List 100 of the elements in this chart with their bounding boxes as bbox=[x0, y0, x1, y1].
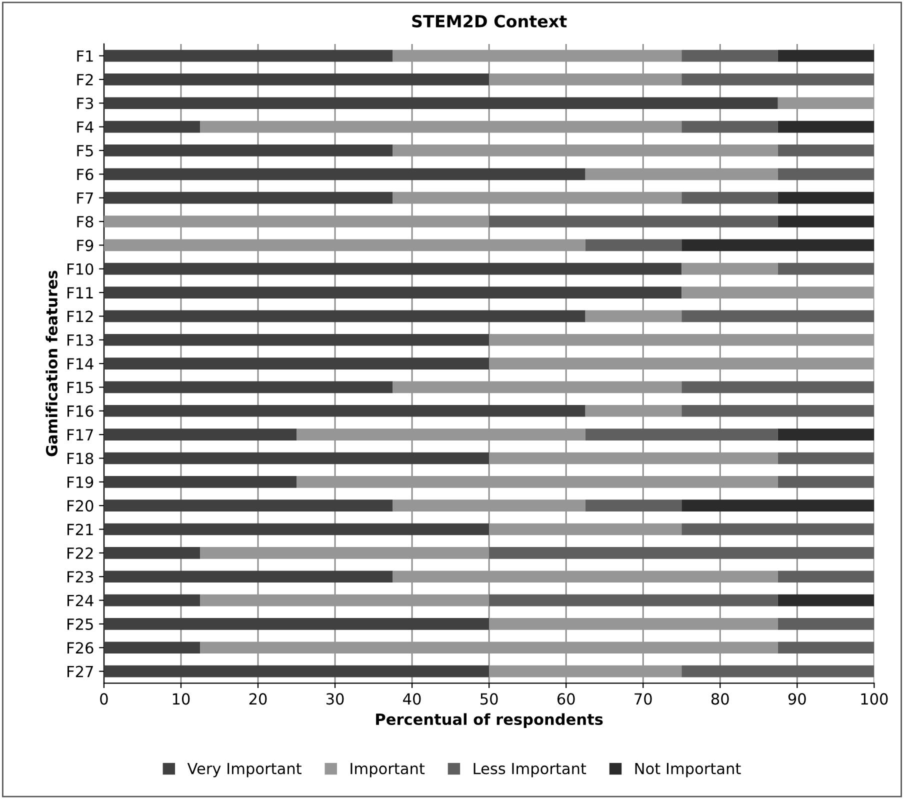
bar bbox=[392, 50, 682, 62]
x-axis-title: Percentual of respondents bbox=[376, 713, 603, 728]
bar bbox=[104, 168, 586, 180]
bar bbox=[489, 452, 778, 464]
bar bbox=[392, 192, 682, 204]
bar bbox=[682, 262, 778, 275]
bar bbox=[585, 404, 682, 417]
x-tick-label: 100 bbox=[861, 693, 888, 705]
bar bbox=[200, 547, 490, 559]
x-tick-label: 90 bbox=[788, 693, 806, 705]
bar bbox=[104, 120, 200, 133]
bar bbox=[200, 642, 778, 654]
y-tick-label: F18 bbox=[68, 452, 94, 464]
bar bbox=[200, 594, 490, 606]
y-tick-label: F8 bbox=[77, 216, 94, 228]
bar bbox=[104, 358, 490, 370]
bar bbox=[778, 594, 874, 606]
y-axis-title: Gamification features bbox=[46, 270, 58, 456]
bar bbox=[778, 618, 874, 630]
bar bbox=[585, 500, 682, 512]
bar bbox=[104, 476, 297, 488]
bar bbox=[778, 120, 874, 133]
bar bbox=[392, 570, 778, 583]
bar bbox=[778, 50, 874, 62]
bar bbox=[104, 452, 490, 464]
bar bbox=[104, 50, 393, 62]
bar bbox=[489, 547, 874, 559]
bar bbox=[778, 476, 874, 488]
bar bbox=[104, 286, 682, 298]
bar bbox=[104, 618, 490, 630]
bar bbox=[778, 570, 874, 583]
bar bbox=[489, 334, 874, 346]
y-tick-label: F11 bbox=[68, 287, 93, 298]
bar bbox=[104, 97, 778, 110]
bar bbox=[200, 120, 682, 133]
y-tick-label: F13 bbox=[68, 334, 94, 346]
bar bbox=[104, 262, 682, 275]
y-tick-label: F27 bbox=[68, 666, 93, 678]
bar bbox=[296, 428, 586, 440]
bar bbox=[682, 665, 874, 678]
y-tick-label: F14 bbox=[68, 358, 94, 370]
bar bbox=[104, 428, 297, 440]
bar bbox=[104, 665, 490, 678]
y-tick-label: F25 bbox=[68, 618, 93, 630]
y-tick-label: F2 bbox=[77, 74, 93, 86]
y-tick-label: F23 bbox=[68, 571, 94, 583]
bar bbox=[682, 50, 778, 62]
bar bbox=[778, 428, 874, 440]
bar bbox=[104, 570, 393, 583]
bar bbox=[489, 665, 682, 678]
bar bbox=[392, 381, 682, 394]
bar bbox=[104, 523, 490, 536]
bar bbox=[104, 334, 490, 346]
x-tick-label: 60 bbox=[557, 693, 575, 705]
bar bbox=[682, 500, 874, 512]
y-tick-label: F19 bbox=[68, 476, 94, 488]
bar bbox=[778, 642, 874, 654]
bar bbox=[104, 239, 586, 252]
x-tick-label: 0 bbox=[100, 693, 108, 705]
bar bbox=[104, 594, 200, 606]
y-tick-label: F6 bbox=[77, 168, 94, 180]
bar bbox=[585, 310, 682, 322]
bar bbox=[104, 192, 393, 204]
bar bbox=[778, 192, 874, 204]
x-tick-label: 10 bbox=[172, 693, 190, 705]
bar bbox=[778, 144, 874, 156]
y-tick-label: F7 bbox=[77, 192, 93, 204]
bar bbox=[778, 452, 874, 464]
bar bbox=[682, 120, 778, 133]
bar bbox=[489, 594, 778, 606]
y-tick-label: F17 bbox=[68, 429, 93, 440]
y-tick-label: F22 bbox=[68, 547, 93, 559]
y-tick-label: F5 bbox=[77, 145, 93, 156]
legend-label: Not Important bbox=[635, 762, 741, 778]
bar bbox=[104, 642, 200, 654]
y-tick-label: F9 bbox=[77, 240, 94, 252]
y-tick-label: F4 bbox=[77, 121, 94, 133]
bar bbox=[104, 310, 586, 322]
bar bbox=[585, 239, 682, 252]
y-tick-label: F3 bbox=[77, 98, 94, 110]
legend-label: Very Important bbox=[187, 762, 302, 778]
y-tick-label: F10 bbox=[68, 263, 94, 275]
bar bbox=[104, 216, 490, 228]
bar bbox=[778, 262, 874, 275]
y-tick-label: F16 bbox=[68, 405, 94, 417]
bar bbox=[104, 500, 393, 512]
bar bbox=[778, 97, 874, 110]
x-tick-label: 20 bbox=[249, 693, 267, 705]
y-tick-label: F26 bbox=[68, 642, 94, 654]
bar bbox=[682, 74, 874, 86]
bar bbox=[682, 523, 874, 536]
bar bbox=[489, 523, 682, 536]
bar bbox=[682, 192, 778, 204]
bar bbox=[392, 144, 778, 156]
y-tick-label: F1 bbox=[77, 50, 93, 62]
x-tick-label: 50 bbox=[480, 693, 498, 705]
bar bbox=[682, 286, 874, 298]
bar bbox=[104, 381, 393, 394]
bar bbox=[682, 310, 874, 322]
y-tick-label: F20 bbox=[68, 500, 94, 512]
